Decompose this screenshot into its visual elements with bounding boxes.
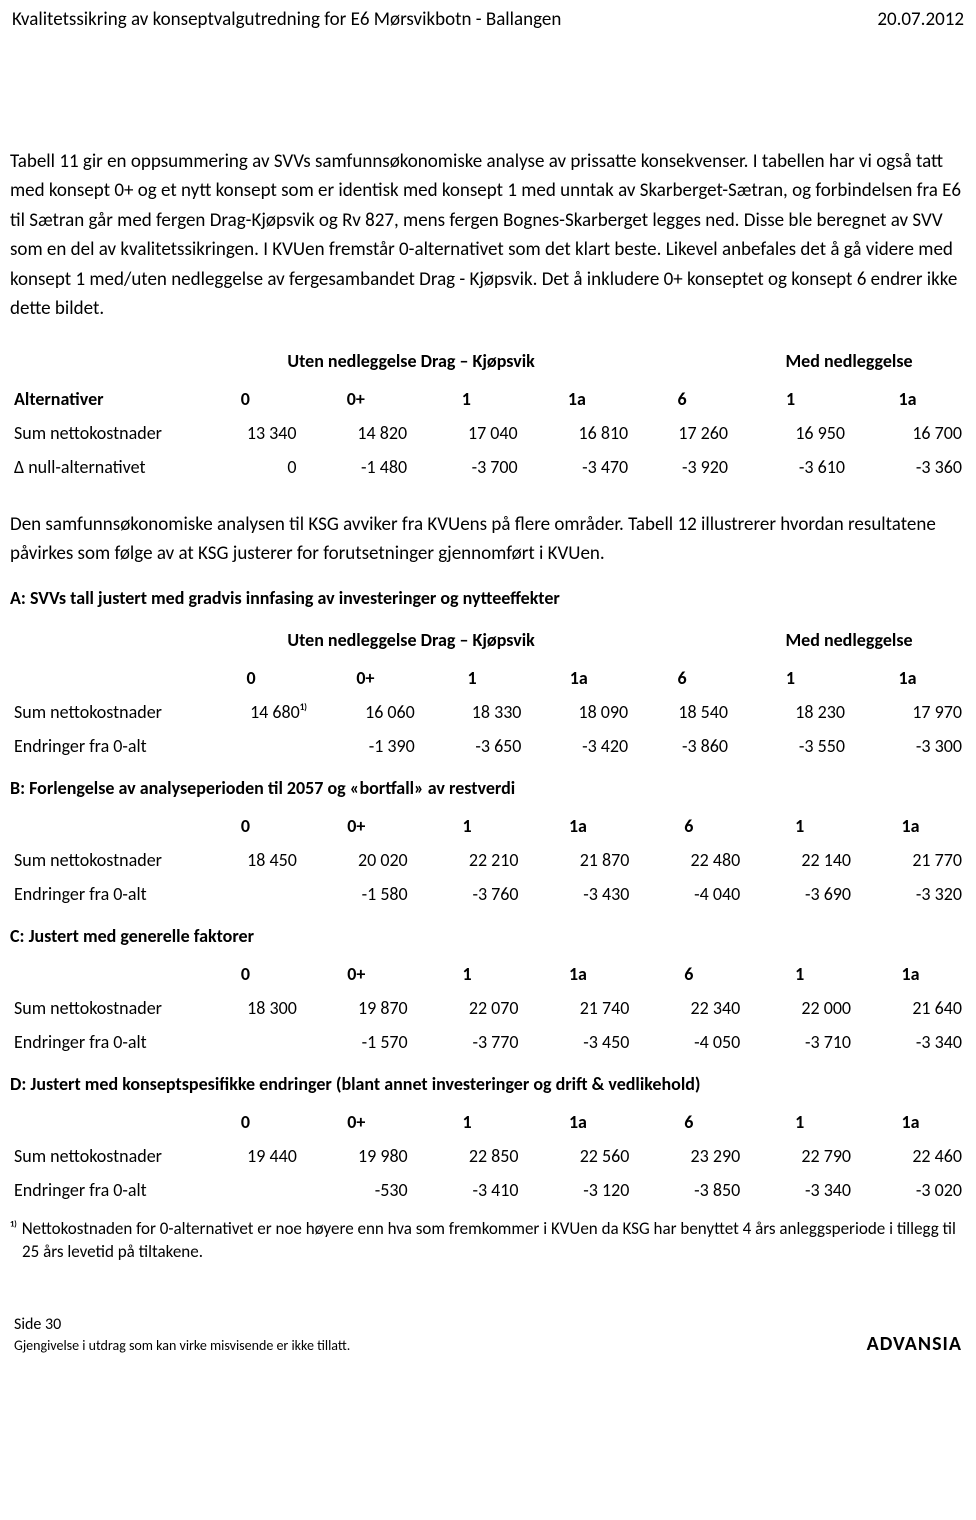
table-a-col-header: 0 0+ 1 1a 6 1 1a xyxy=(10,661,966,695)
table-row: Sum nettokostnader 14 680¹⁾ 16 060 18 33… xyxy=(10,695,966,729)
table-c-col-header: 0 0+ 1 1a 6 1 1a xyxy=(10,957,966,991)
table-11: Uten nedleggelse Drag – Kjøpsvik Med ned… xyxy=(0,334,976,490)
group-uten-label: Uten nedleggelse Drag – Kjøpsvik xyxy=(190,340,632,382)
section-d-title: D: Justert med konseptspesifikke endring… xyxy=(0,1065,976,1099)
section-a-title: A: SVVs tall justert med gradvis innfasi… xyxy=(0,579,976,613)
table-c: 0 0+ 1 1a 6 1 1a Sum nettokostnader 18 3… xyxy=(0,951,976,1065)
page-header: Kvalitetssikring av konseptvalgutredning… xyxy=(0,0,976,37)
table-row: Δ null-alternativet 0 -1 480 -3 700 -3 4… xyxy=(10,450,966,484)
group-med-label: Med nedleggelse xyxy=(732,340,966,382)
table-row: Endringer fra 0-alt -1 570 -3 770 -3 450… xyxy=(10,1025,966,1059)
footer-left: Side 30 Gjengivelse i utdrag som kan vir… xyxy=(14,1314,350,1356)
table-d-col-header: 0 0+ 1 1a 6 1 1a xyxy=(10,1105,966,1139)
footnote-1: ¹⁾ Nettokostnaden for 0-alternativet er … xyxy=(0,1213,976,1275)
table11-col-header: Alternativer 0 0+ 1 1a 6 1 1a xyxy=(10,382,966,416)
page-footer: Side 30 Gjengivelse i utdrag som kan vir… xyxy=(0,1304,976,1366)
table-row: Sum nettokostnader 18 450 20 020 22 210 … xyxy=(10,843,966,877)
table-row: Sum nettokostnader 19 440 19 980 22 850 … xyxy=(10,1139,966,1173)
section-b-title: B: Forlengelse av analyseperioden til 20… xyxy=(0,769,976,803)
document-page: Kvalitetssikring av konseptvalgutredning… xyxy=(0,0,976,1366)
table11-group-row: Uten nedleggelse Drag – Kjøpsvik Med ned… xyxy=(10,340,966,382)
table-d: 0 0+ 1 1a 6 1 1a Sum nettokostnader 19 4… xyxy=(0,1099,976,1213)
table-row: Endringer fra 0-alt -1 390 -3 650 -3 420… xyxy=(10,729,966,763)
alternativer-label: Alternativer xyxy=(10,382,190,416)
table-row: Sum nettokostnader 18 300 19 870 22 070 … xyxy=(10,991,966,1025)
table-b: 0 0+ 1 1a 6 1 1a Sum nettokostnader 18 4… xyxy=(0,803,976,917)
header-date: 20.07.2012 xyxy=(877,8,964,31)
table-row: Endringer fra 0-alt -1 580 -3 760 -3 430… xyxy=(10,877,966,911)
table-b-col-header: 0 0+ 1 1a 6 1 1a xyxy=(10,809,966,843)
footer-disclaimer: Gjengivelse i utdrag som kan virke misvi… xyxy=(14,1336,350,1356)
table-a: Uten nedleggelse Drag – Kjøpsvik Med ned… xyxy=(0,613,976,769)
page-number: Side 30 xyxy=(14,1314,350,1336)
section-c-title: C: Justert med generelle faktorer xyxy=(0,917,976,951)
header-title: Kvalitetssikring av konseptvalgutredning… xyxy=(12,8,561,31)
brand-logo-text: ADVANSIA xyxy=(867,1332,962,1356)
blank-gap xyxy=(0,37,976,117)
table-a-group-row: Uten nedleggelse Drag – Kjøpsvik Med ned… xyxy=(10,619,966,661)
intro-paragraph: Tabell 11 gir en oppsummering av SVVs sa… xyxy=(0,117,976,334)
table-row: Sum nettokostnader 13 340 14 820 17 040 … xyxy=(10,416,966,450)
table-row: Endringer fra 0-alt -530 -3 410 -3 120 -… xyxy=(10,1173,966,1207)
mid-paragraph: Den samfunnsøkonomiske analysen til KSG … xyxy=(0,490,976,579)
